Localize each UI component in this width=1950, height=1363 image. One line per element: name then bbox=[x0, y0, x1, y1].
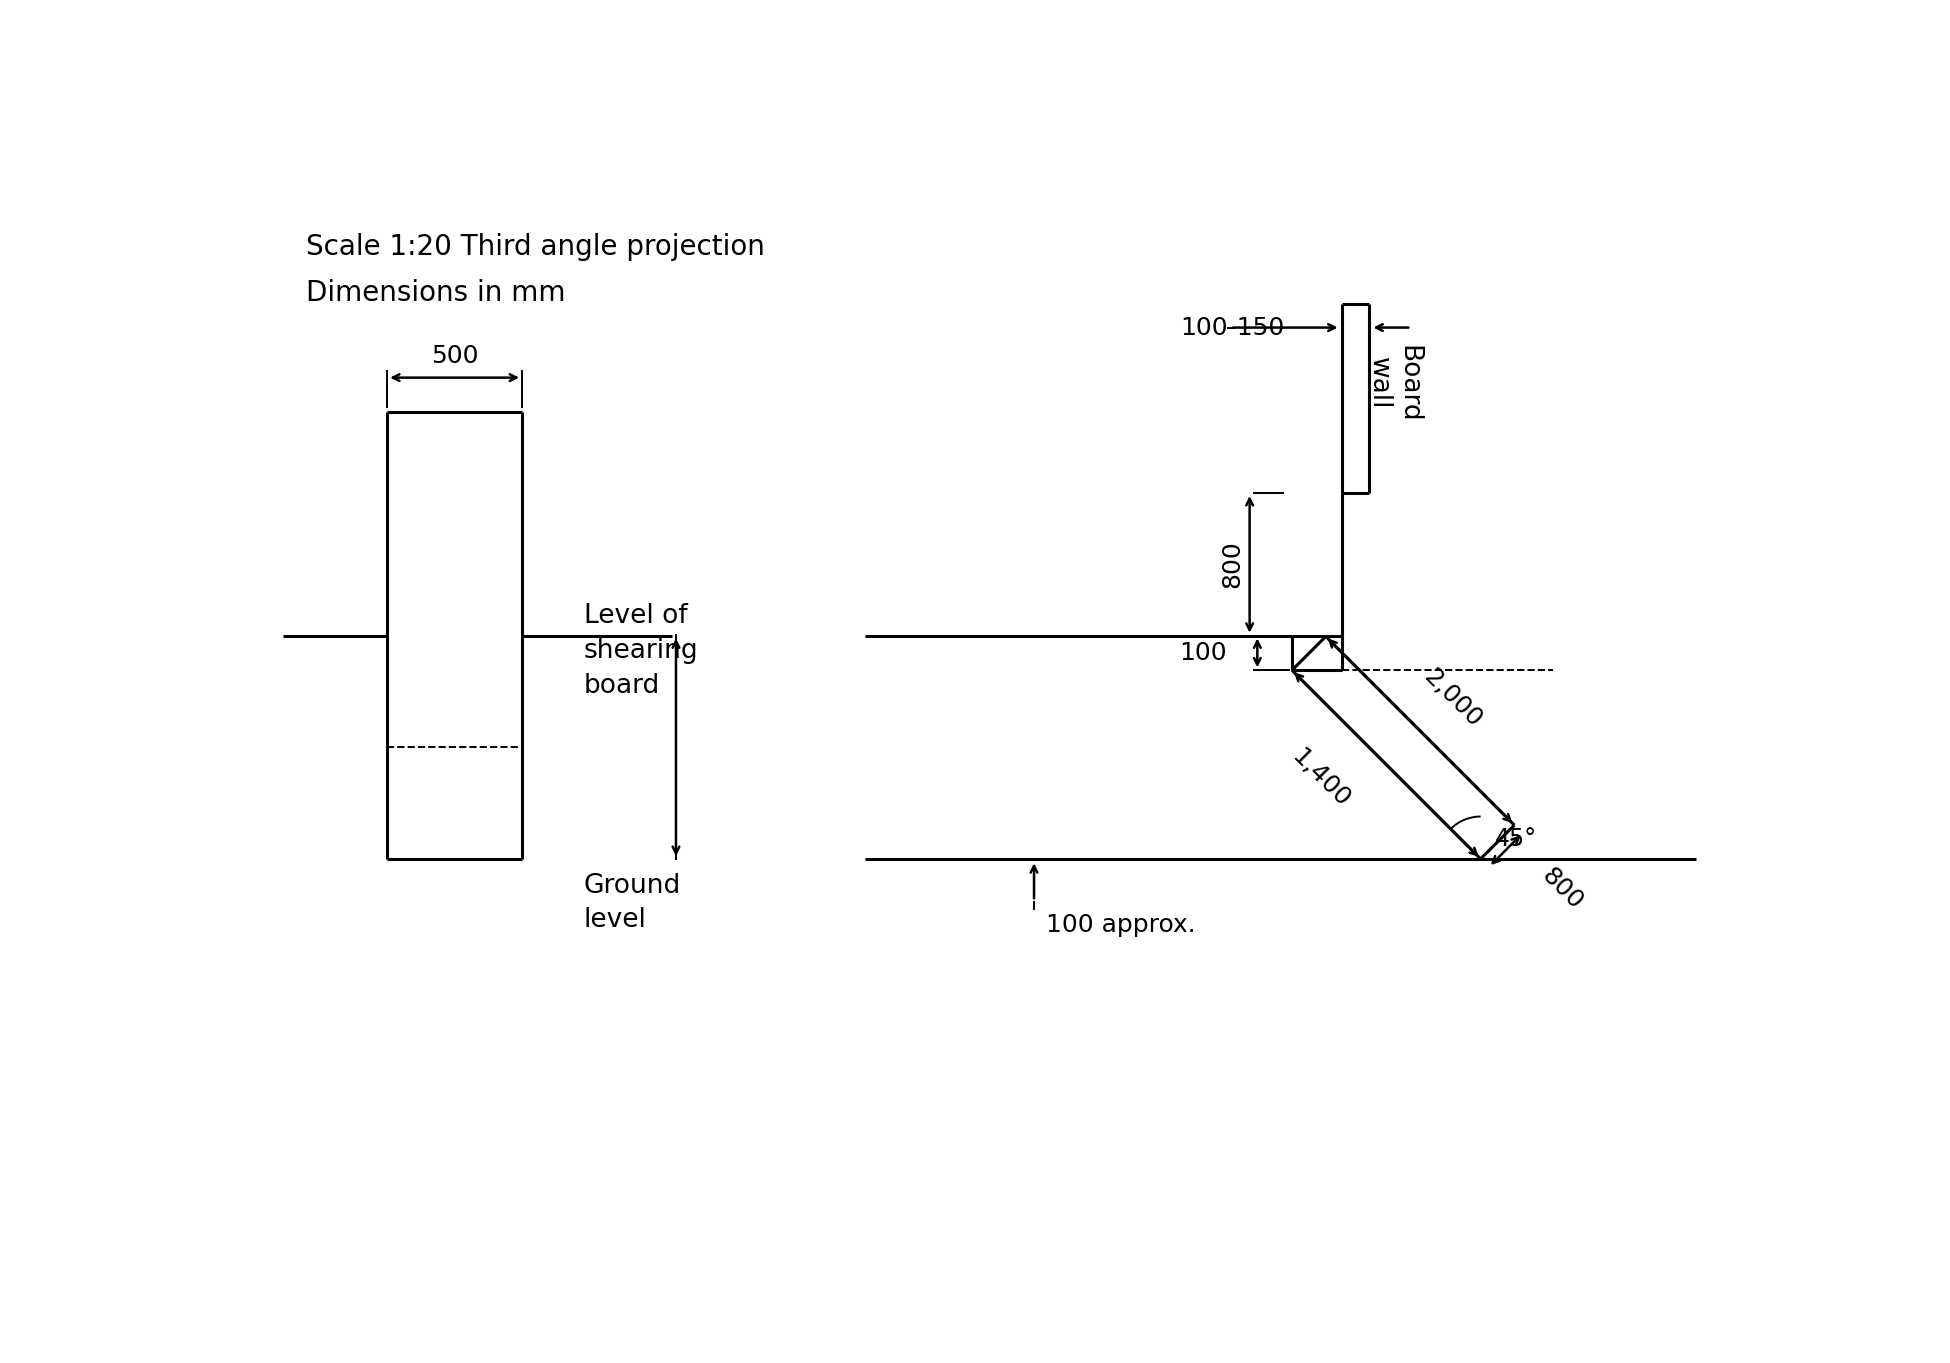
Text: 800: 800 bbox=[1221, 541, 1244, 589]
Text: Scale 1:20 Third angle projection: Scale 1:20 Third angle projection bbox=[306, 233, 764, 260]
Text: 100: 100 bbox=[1180, 641, 1227, 665]
Text: 800: 800 bbox=[1537, 864, 1587, 915]
Text: board: board bbox=[583, 672, 659, 699]
Text: 100 approx.: 100 approx. bbox=[1045, 913, 1195, 936]
Text: 45°: 45° bbox=[1494, 827, 1537, 851]
Text: 2,000: 2,000 bbox=[1418, 665, 1486, 732]
Text: 500: 500 bbox=[431, 343, 478, 368]
Text: 1,400: 1,400 bbox=[1287, 744, 1353, 812]
Text: 100-150: 100-150 bbox=[1180, 316, 1285, 339]
Text: Level of: Level of bbox=[583, 604, 686, 630]
Text: Board
wall: Board wall bbox=[1365, 345, 1422, 423]
Text: shearing: shearing bbox=[583, 638, 698, 664]
Text: Ground: Ground bbox=[583, 872, 681, 898]
Text: level: level bbox=[583, 908, 647, 934]
Text: Dimensions in mm: Dimensions in mm bbox=[306, 279, 566, 307]
